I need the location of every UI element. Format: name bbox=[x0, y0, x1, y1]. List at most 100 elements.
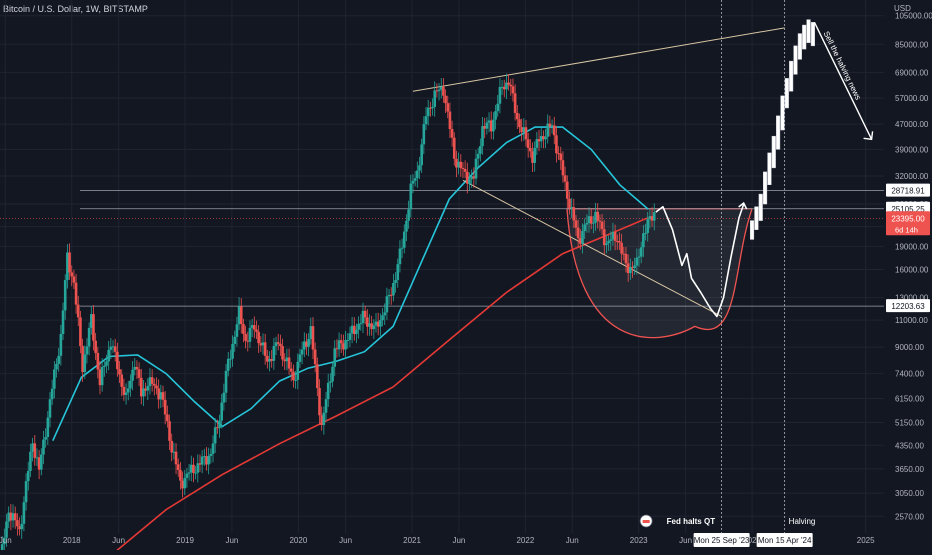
candle-body bbox=[276, 342, 280, 344]
candle-body bbox=[270, 359, 273, 361]
candle-body bbox=[572, 207, 576, 221]
candle-body bbox=[279, 343, 282, 347]
y-tick-label: 13000.00 bbox=[895, 294, 929, 303]
projected-bar bbox=[797, 33, 802, 60]
candle-body bbox=[622, 253, 626, 255]
candle-body bbox=[648, 216, 652, 220]
y-tick-label: 7400.00 bbox=[895, 370, 924, 379]
candle-body bbox=[185, 473, 189, 478]
candle-body bbox=[194, 472, 197, 474]
trendline bbox=[462, 179, 722, 317]
candle-body bbox=[83, 354, 87, 373]
candle-body bbox=[257, 331, 260, 344]
candle-body bbox=[216, 427, 219, 429]
candle-body bbox=[255, 329, 258, 332]
candle-body bbox=[424, 116, 428, 125]
candle-body bbox=[533, 147, 536, 163]
candle-body bbox=[7, 512, 10, 522]
candle-body bbox=[387, 294, 391, 297]
candle-body bbox=[557, 153, 560, 155]
candle-body bbox=[585, 223, 589, 225]
candle-body bbox=[66, 252, 69, 281]
candle-body bbox=[218, 420, 221, 429]
candle-body bbox=[411, 180, 415, 184]
candle-body bbox=[322, 412, 326, 426]
candle-body bbox=[542, 136, 545, 140]
candle-body bbox=[274, 342, 278, 346]
candle-body bbox=[309, 326, 313, 339]
candle-body bbox=[211, 443, 215, 454]
projected-bar bbox=[767, 152, 772, 186]
candle-body bbox=[422, 124, 426, 145]
x-tick-label: 2020 bbox=[289, 536, 307, 545]
candle-body bbox=[142, 388, 145, 397]
projected-bar bbox=[810, 22, 815, 47]
projection-arrowhead bbox=[738, 201, 748, 210]
candle-body bbox=[452, 137, 456, 159]
candle-body bbox=[248, 327, 252, 342]
candle-body bbox=[11, 513, 15, 521]
candle-body bbox=[346, 339, 350, 341]
level-price-label: 28718.91 bbox=[891, 187, 925, 196]
candle-body bbox=[246, 340, 250, 342]
candle-body bbox=[420, 144, 423, 166]
candle-body bbox=[513, 93, 517, 113]
candle-body bbox=[609, 239, 613, 241]
candle-body bbox=[633, 265, 636, 269]
candle-body bbox=[389, 294, 393, 296]
candle-body bbox=[344, 340, 347, 350]
candle-body bbox=[494, 111, 497, 120]
y-tick-label: 9000.00 bbox=[895, 343, 924, 352]
projection-path bbox=[655, 203, 745, 318]
candle-body bbox=[235, 324, 239, 337]
projected-bar bbox=[780, 95, 785, 131]
candle-body bbox=[498, 86, 502, 104]
event-date-label: Mon 25 Sep '23 bbox=[694, 536, 750, 545]
projected-bar bbox=[789, 60, 794, 92]
candle-body bbox=[492, 119, 495, 132]
candle-body bbox=[168, 421, 171, 441]
candle-body bbox=[200, 456, 204, 465]
candle-body bbox=[524, 127, 528, 140]
candle-body bbox=[570, 207, 573, 209]
candle-body bbox=[44, 437, 47, 440]
projected-bar bbox=[771, 135, 776, 169]
level-price-tag bbox=[886, 299, 930, 313]
candle-body bbox=[92, 314, 95, 341]
candle-body bbox=[103, 365, 106, 368]
moving-average-line bbox=[110, 216, 649, 555]
y-tick-label: 3050.00 bbox=[895, 489, 924, 498]
candle-body bbox=[600, 221, 604, 230]
candle-body bbox=[183, 477, 187, 489]
candle-body bbox=[153, 383, 156, 386]
candle-body bbox=[3, 537, 6, 545]
candle-body bbox=[296, 361, 300, 380]
event-date-tag bbox=[693, 533, 750, 547]
candle-body bbox=[289, 368, 293, 372]
x-tick-label: Jun bbox=[339, 536, 352, 545]
candle-body bbox=[450, 129, 454, 138]
candle-body bbox=[239, 306, 243, 325]
projected-bar bbox=[784, 78, 789, 109]
x-tick-label: Jun bbox=[679, 536, 692, 545]
projected-bar bbox=[806, 19, 811, 43]
candle-body bbox=[515, 112, 519, 120]
fed-icon-mark bbox=[642, 520, 650, 523]
decline-arrowhead bbox=[863, 131, 874, 141]
candle-body bbox=[133, 366, 137, 370]
candle-body bbox=[463, 169, 467, 172]
candle-body bbox=[244, 333, 247, 341]
candle-body bbox=[563, 175, 567, 182]
candle-body bbox=[459, 161, 463, 168]
candle-body bbox=[650, 216, 654, 221]
candle-body bbox=[20, 523, 24, 530]
candle-body bbox=[224, 370, 228, 393]
candle-body bbox=[250, 325, 254, 328]
candle-body bbox=[107, 349, 110, 362]
candle-body bbox=[89, 314, 93, 328]
candle-body bbox=[300, 349, 304, 355]
candle-body bbox=[615, 240, 619, 242]
candle-body bbox=[213, 427, 217, 444]
